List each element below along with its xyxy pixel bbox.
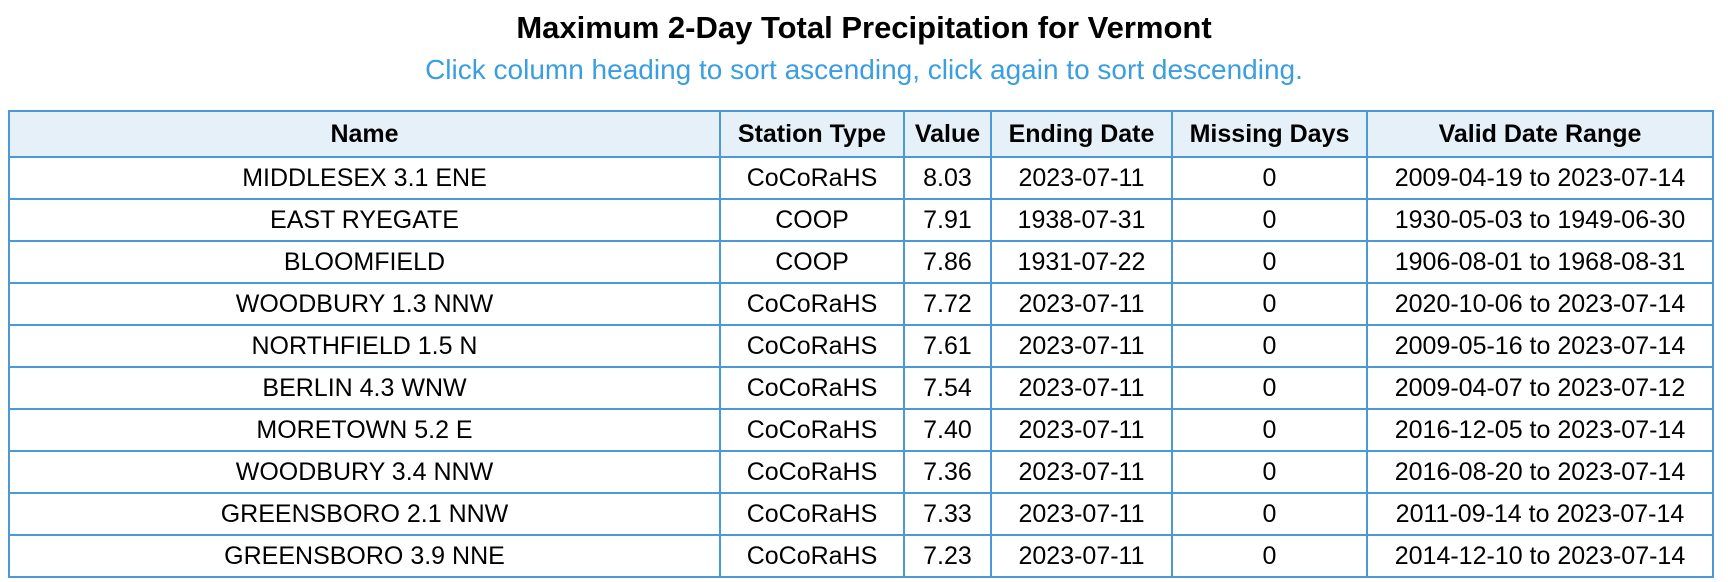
table-cell: 2020-10-06 to 2023-07-14 xyxy=(1366,282,1714,326)
table-cell: 7.40 xyxy=(903,408,992,452)
table-cell: 7.36 xyxy=(903,450,992,494)
table-cell: 0 xyxy=(1171,282,1368,326)
table-cell: CoCoRaHS xyxy=(719,366,905,410)
table-cell: 0 xyxy=(1171,492,1368,536)
column-header[interactable]: Name xyxy=(8,110,721,158)
table-cell: 0 xyxy=(1171,324,1368,368)
column-header[interactable]: Valid Date Range xyxy=(1366,110,1714,158)
table-cell: 2014-12-10 to 2023-07-14 xyxy=(1366,534,1714,578)
table-cell: 2023-07-11 xyxy=(990,282,1173,326)
table-cell: 2009-04-07 to 2023-07-12 xyxy=(1366,366,1714,410)
table-cell: EAST RYEGATE xyxy=(8,198,721,242)
table-cell: CoCoRaHS xyxy=(719,282,905,326)
table-row: BLOOMFIELD COOP 7.86 1931-07-22 0 1906-08-01 … xyxy=(8,240,1714,284)
table-cell: 2023-07-11 xyxy=(990,534,1173,578)
table-cell: 7.33 xyxy=(903,492,992,536)
column-header[interactable]: Missing Days xyxy=(1171,110,1368,158)
table-cell: 2009-04-19 to 2023-07-14 xyxy=(1366,156,1714,200)
table-cell: 0 xyxy=(1171,240,1368,284)
table-cell: COOP xyxy=(719,198,905,242)
page-title: Maximum 2-Day Total Precipitation for Ve… xyxy=(516,10,1212,45)
table-row: BERLIN 4.3 WNW CoCoRaHS 7.54 2023-07-11 0 200… xyxy=(8,366,1714,410)
table-cell: 7.23 xyxy=(903,534,992,578)
table-cell: 2016-08-20 to 2023-07-14 xyxy=(1366,450,1714,494)
table-row: GREENSBORO 2.1 NNW CoCoRaHS 7.33 2023-07-11… xyxy=(8,492,1714,536)
table-cell: 2023-07-11 xyxy=(990,156,1173,200)
table-cell: GREENSBORO 2.1 NNW xyxy=(8,492,721,536)
table-row: WOODBURY 3.4 NNW CoCoRaHS 7.36 2023-07-11 0 2… xyxy=(8,450,1714,494)
table-row: NORTHFIELD 1.5 N CoCoRaHS 7.61 2023-07-11 0 2… xyxy=(8,324,1714,368)
table-row: MORETOWN 5.2 E CoCoRaHS 7.40 2023-07-11 0 201… xyxy=(8,408,1714,452)
table-cell: BERLIN 4.3 WNW xyxy=(8,366,721,410)
table-cell: MORETOWN 5.2 E xyxy=(8,408,721,452)
table-cell: 0 xyxy=(1171,156,1368,200)
table-cell: NORTHFIELD 1.5 N xyxy=(8,324,721,368)
column-header[interactable]: Value xyxy=(903,110,992,158)
table-cell: 2023-07-11 xyxy=(990,366,1173,410)
table-cell: 0 xyxy=(1171,366,1368,410)
table-body: MIDDLESEX 3.1 ENE CoCoRaHS 8.03 2023-07-11 0… xyxy=(8,156,1714,578)
column-header[interactable]: Ending Date xyxy=(990,110,1173,158)
column-header[interactable]: Station Type xyxy=(719,110,905,158)
table-cell: BLOOMFIELD xyxy=(8,240,721,284)
table-cell: 7.61 xyxy=(903,324,992,368)
subtitle: Click column heading to sort ascending, … xyxy=(425,54,1303,85)
table-cell: CoCoRaHS xyxy=(719,492,905,536)
table-cell: 8.03 xyxy=(903,156,992,200)
table-row: EAST RYEGATE COOP 7.91 1938-07-31 0 1930-05-0… xyxy=(8,198,1714,242)
table-cell: 0 xyxy=(1171,198,1368,242)
table-cell: 0 xyxy=(1171,450,1368,494)
table-cell: WOODBURY 3.4 NNW xyxy=(8,450,721,494)
table-cell: 2023-07-11 xyxy=(990,450,1173,494)
table-cell: 1930-05-03 to 1949-06-30 xyxy=(1366,198,1714,242)
table-cell: 2009-05-16 to 2023-07-14 xyxy=(1366,324,1714,368)
table-cell: 1906-08-01 to 1968-08-31 xyxy=(1366,240,1714,284)
table-cell: CoCoRaHS xyxy=(719,408,905,452)
table-cell: 2011-09-14 to 2023-07-14 xyxy=(1366,492,1714,536)
results-table: Name Station Type Value Ending Date Missing … xyxy=(8,110,1714,578)
table-cell: COOP xyxy=(719,240,905,284)
table-cell: 0 xyxy=(1171,408,1368,452)
table-cell: 2023-07-11 xyxy=(990,324,1173,368)
header-row: Name Station Type Value Ending Date Missing … xyxy=(8,110,1714,158)
table-cell: 7.91 xyxy=(903,198,992,242)
table-cell: 2016-12-05 to 2023-07-14 xyxy=(1366,408,1714,452)
table-row: MIDDLESEX 3.1 ENE CoCoRaHS 8.03 2023-07-11 0… xyxy=(8,156,1714,200)
table-cell: CoCoRaHS xyxy=(719,534,905,578)
table-cell: 7.54 xyxy=(903,366,992,410)
table-cell: 0 xyxy=(1171,534,1368,578)
table-cell: MIDDLESEX 3.1 ENE xyxy=(8,156,721,200)
table-cell: CoCoRaHS xyxy=(719,156,905,200)
table-cell: GREENSBORO 3.9 NNE xyxy=(8,534,721,578)
table-row: GREENSBORO 3.9 NNE CoCoRaHS 7.23 2023-07-11… xyxy=(8,534,1714,578)
table-cell: CoCoRaHS xyxy=(719,450,905,494)
table-cell: 2023-07-11 xyxy=(990,492,1173,536)
table-cell: 1938-07-31 xyxy=(990,198,1173,242)
table-cell: 1931-07-22 xyxy=(990,240,1173,284)
table-cell: 7.72 xyxy=(903,282,992,326)
table-cell: 7.86 xyxy=(903,240,992,284)
table-cell: WOODBURY 1.3 NNW xyxy=(8,282,721,326)
table-row: WOODBURY 1.3 NNW CoCoRaHS 7.72 2023-07-11 0 2… xyxy=(8,282,1714,326)
table-cell: CoCoRaHS xyxy=(719,324,905,368)
table-cell: 2023-07-11 xyxy=(990,408,1173,452)
